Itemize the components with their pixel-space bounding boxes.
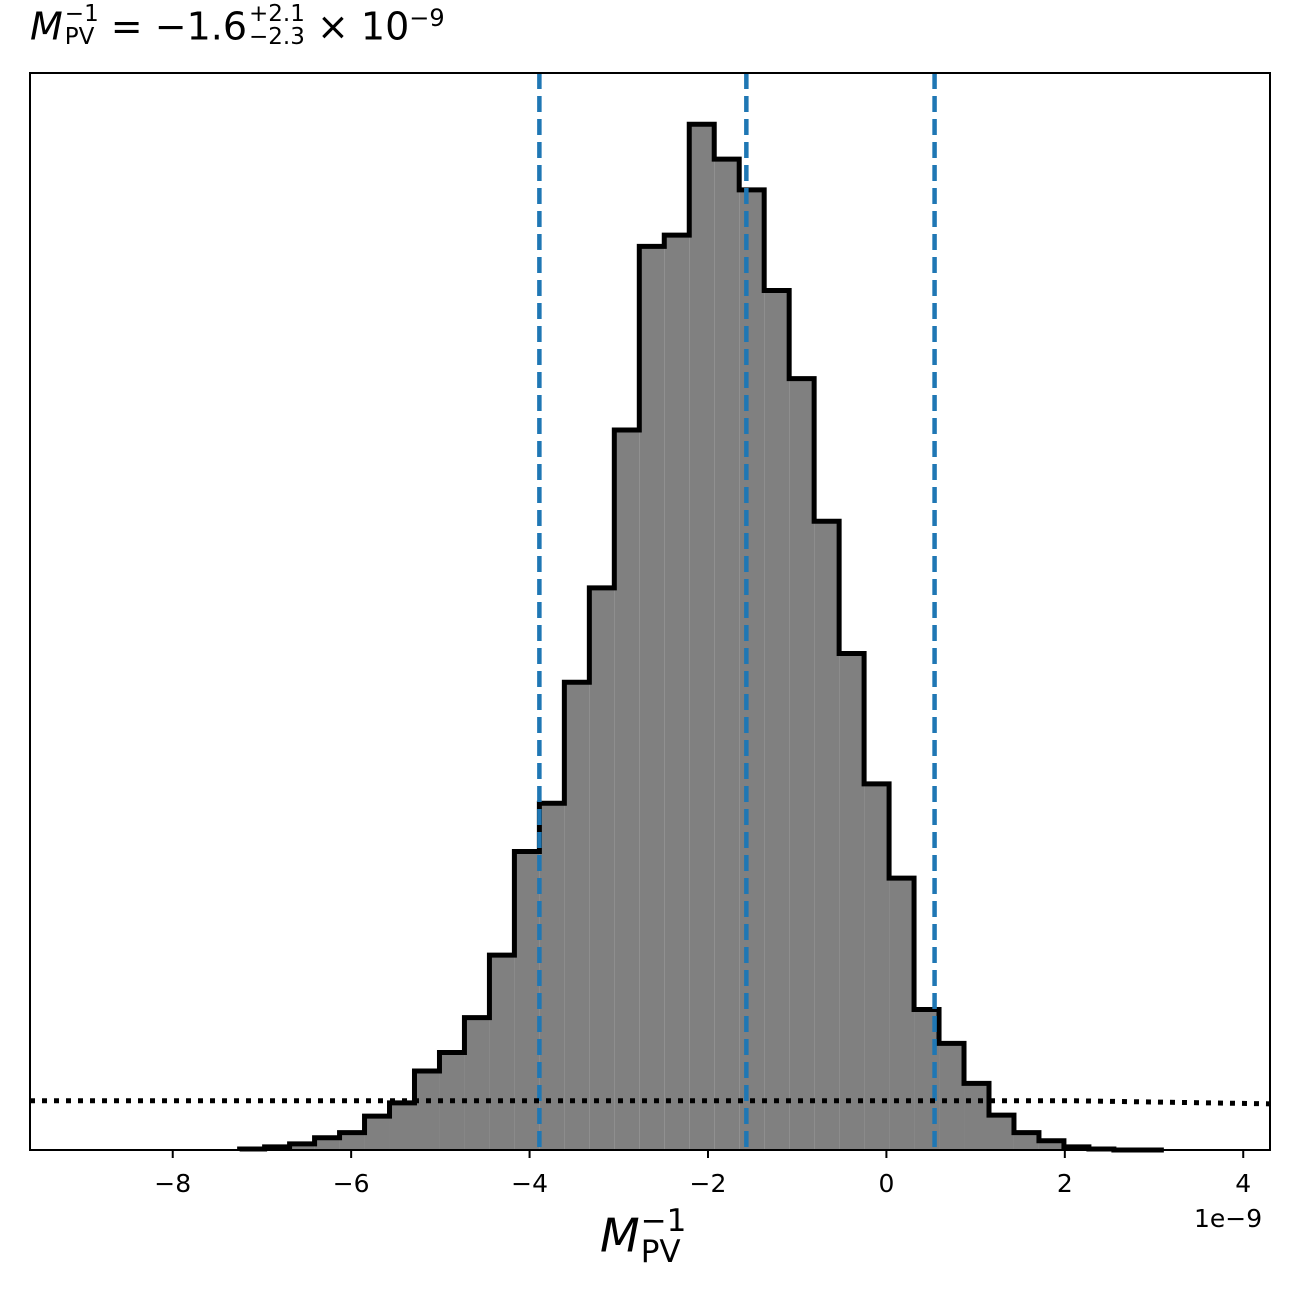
histogram-bar [1038, 1140, 1064, 1150]
title-symbol-sup: −1 [64, 1, 99, 28]
title-minus-error: −2.3 [249, 24, 305, 51]
xlabel-sup: −1 [640, 1203, 687, 1239]
histogram-outline [237, 121, 1164, 1153]
xlabel-sub: PV [640, 1234, 681, 1270]
title-times-power: × 10 [316, 4, 410, 49]
histogram-bar [789, 378, 815, 1151]
title-symbol: M [30, 4, 63, 49]
histogram-bar [539, 803, 565, 1150]
histogram-bar [939, 1043, 965, 1150]
x-tick-label: −8 [154, 1169, 191, 1198]
histogram-bar [364, 1116, 390, 1150]
title-symbol-supsub: −1 PV [65, 3, 99, 49]
histogram-bar [814, 521, 840, 1150]
histogram-bar [314, 1137, 340, 1150]
x-tick-label: −4 [511, 1169, 548, 1198]
histogram-bar [964, 1083, 989, 1150]
title-errors: +2.1 −2.3 [249, 3, 305, 49]
title-equals: = [110, 4, 143, 49]
title-plus-error: +2.1 [249, 1, 305, 28]
quantile-lines [537, 73, 937, 1150]
histogram-bar [489, 955, 515, 1150]
histogram-bar [639, 246, 665, 1151]
x-tick-label: 4 [1235, 1169, 1251, 1198]
x-tick-label: 0 [878, 1169, 894, 1198]
histogram-bar [714, 159, 740, 1150]
histogram-bar [689, 124, 715, 1150]
title-value: −1.6 [154, 4, 248, 49]
histogram-bar [414, 1071, 440, 1150]
histogram-bar [739, 189, 765, 1151]
x-tick-label: −2 [690, 1169, 727, 1198]
x-tick-label: 2 [1057, 1169, 1073, 1198]
x-axis-offset-text: 1e−9 [1194, 1204, 1263, 1233]
xlabel-symbol: M [600, 1208, 640, 1263]
histogram-bar [389, 1102, 415, 1150]
title-symbol-sub: PV [64, 24, 95, 51]
histogram-bars [237, 121, 1164, 1153]
chart-title: M −1 PV = −1.6 +2.1 −2.3 × 10−9 [30, 3, 445, 52]
histogram-bar [514, 851, 540, 1150]
x-axis-ticks: −8 −6 −4 −2 0 2 4 [154, 1150, 1251, 1198]
histogram-bar [864, 783, 890, 1150]
histogram-bar [988, 1115, 1014, 1150]
histogram-bar [764, 290, 790, 1150]
histogram-bar [339, 1132, 365, 1150]
title-exponent: −9 [409, 4, 445, 32]
histogram-bar [839, 653, 865, 1150]
histogram-bar [564, 682, 590, 1150]
histogram-bar [589, 587, 615, 1150]
x-axis-label: M −1 PV [600, 1206, 687, 1270]
histogram-bar [889, 878, 915, 1150]
histogram-bar [464, 1017, 490, 1150]
histogram-bar [289, 1143, 315, 1150]
x-tick-label: −6 [333, 1169, 370, 1198]
axes-frame [29, 72, 1271, 1151]
histogram-bar [1013, 1132, 1039, 1150]
histogram-bar [664, 235, 690, 1150]
histogram-bar [914, 1009, 940, 1150]
histogram-bar [614, 429, 640, 1150]
xlabel-supsub: −1 PV [641, 1206, 687, 1268]
